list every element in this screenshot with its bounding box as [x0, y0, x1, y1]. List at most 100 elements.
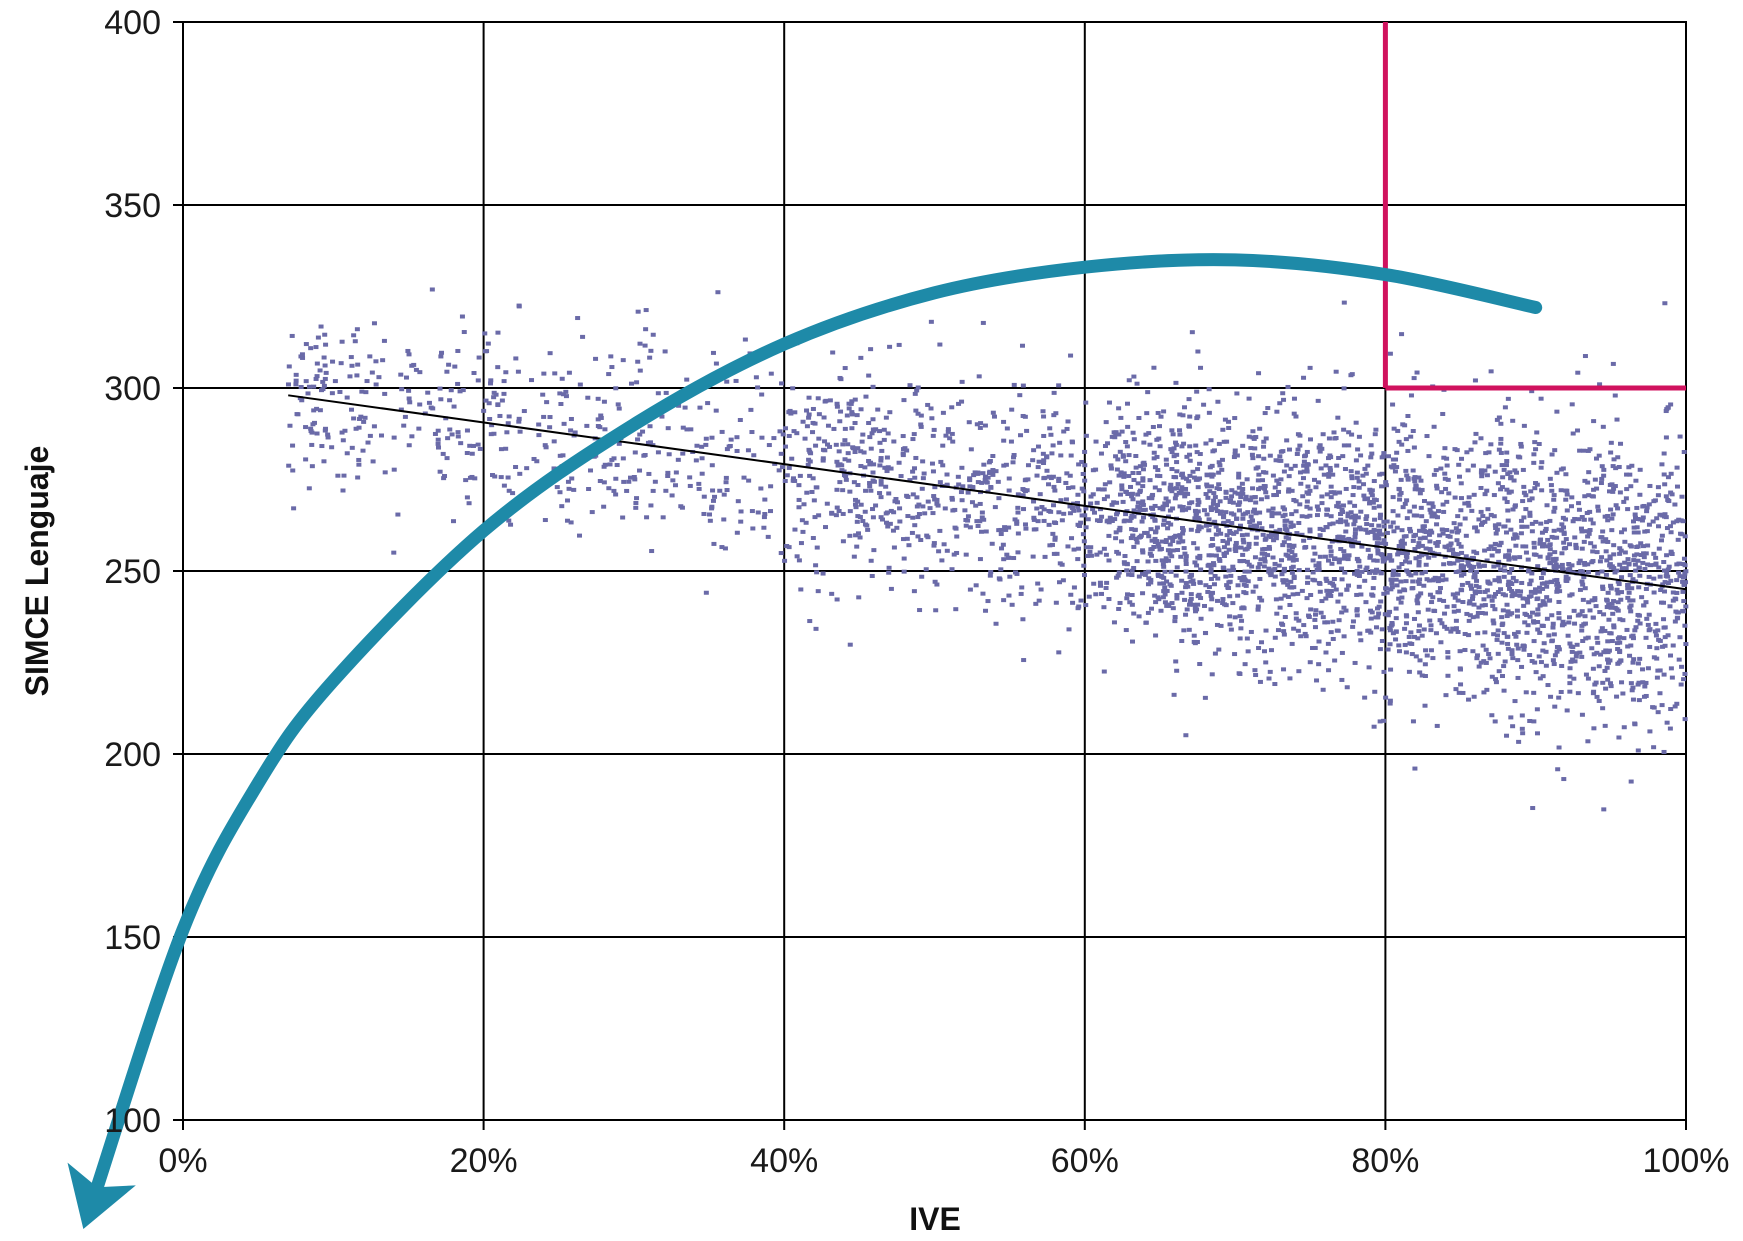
data-point — [1243, 578, 1249, 583]
data-point — [508, 522, 514, 527]
data-point — [1544, 595, 1550, 600]
data-point — [1337, 490, 1343, 495]
data-point — [1635, 558, 1641, 563]
data-point — [1388, 623, 1394, 628]
data-point — [541, 371, 547, 376]
data-point — [1404, 614, 1410, 619]
data-point — [1527, 513, 1533, 518]
data-point — [1346, 430, 1352, 435]
data-point — [1050, 531, 1056, 536]
data-point — [1631, 553, 1637, 558]
data-point — [1619, 566, 1625, 571]
data-point — [1355, 515, 1361, 520]
x-axis-title: IVE — [909, 1201, 961, 1237]
data-point — [1215, 502, 1221, 507]
data-point — [1647, 483, 1653, 488]
data-point — [1312, 625, 1318, 630]
data-point — [1393, 637, 1399, 642]
data-point — [1215, 576, 1221, 581]
data-point — [1103, 585, 1109, 590]
data-point — [1606, 660, 1612, 665]
data-point — [1313, 612, 1319, 617]
data-point — [1451, 561, 1457, 566]
data-point — [1128, 516, 1134, 521]
data-point — [1563, 537, 1569, 542]
data-point — [469, 474, 475, 479]
data-point — [1253, 584, 1259, 589]
y-axis-title: SIMCE Lenguaje — [19, 446, 55, 697]
data-point — [1548, 694, 1554, 699]
data-point — [1291, 585, 1297, 590]
data-point — [1587, 509, 1593, 514]
data-point — [455, 381, 461, 386]
data-point — [1593, 604, 1599, 609]
data-point — [1566, 562, 1572, 567]
data-point — [1510, 575, 1516, 580]
data-point — [370, 459, 376, 464]
data-point — [1070, 505, 1076, 510]
data-point — [1024, 488, 1030, 493]
data-point — [1371, 558, 1377, 563]
data-point — [1440, 531, 1446, 536]
data-point — [1279, 621, 1285, 626]
data-point — [1552, 550, 1558, 555]
data-point — [1333, 369, 1339, 374]
data-point — [1662, 301, 1668, 306]
data-point — [845, 451, 851, 456]
data-point — [1611, 457, 1617, 462]
data-point — [1150, 515, 1156, 520]
data-point — [1549, 638, 1555, 643]
data-point — [1609, 601, 1615, 606]
data-point — [1393, 629, 1399, 634]
data-point — [1672, 502, 1678, 507]
data-point — [1417, 536, 1423, 541]
data-point — [1236, 471, 1242, 476]
data-point — [645, 440, 651, 445]
data-point — [1532, 660, 1538, 665]
data-point — [959, 498, 965, 503]
data-point — [1419, 571, 1425, 576]
data-point — [1615, 636, 1621, 641]
data-point — [1272, 561, 1278, 566]
data-point — [1499, 485, 1505, 490]
data-point — [1312, 551, 1318, 556]
data-point — [1171, 454, 1177, 459]
data-point — [1221, 554, 1227, 559]
data-point — [506, 518, 512, 523]
data-point — [1154, 525, 1160, 530]
data-point — [1663, 435, 1669, 440]
data-point — [1297, 443, 1303, 448]
data-point — [290, 443, 296, 448]
data-point — [1387, 609, 1393, 614]
data-point — [563, 389, 569, 394]
data-point — [859, 439, 865, 444]
data-point — [1505, 396, 1511, 401]
data-point — [1625, 507, 1631, 512]
data-point — [1294, 531, 1300, 536]
data-point — [1113, 432, 1119, 437]
data-point — [1539, 530, 1545, 535]
data-point — [1424, 653, 1430, 658]
data-point — [531, 456, 537, 461]
data-point — [1282, 507, 1288, 512]
data-point — [1578, 569, 1584, 574]
data-point — [322, 428, 328, 433]
data-point — [1130, 639, 1136, 644]
data-point — [1288, 520, 1294, 525]
data-point — [1518, 518, 1524, 523]
data-point — [906, 543, 912, 548]
data-point — [356, 457, 362, 462]
data-point — [1260, 478, 1266, 483]
data-point — [1370, 500, 1376, 505]
data-point — [485, 341, 491, 346]
data-point — [1445, 655, 1451, 660]
data-point — [1338, 517, 1344, 522]
data-point — [1235, 593, 1241, 598]
data-point — [1609, 516, 1615, 521]
data-point — [1313, 608, 1319, 613]
data-point — [1661, 451, 1667, 456]
data-point — [1452, 552, 1458, 557]
data-point — [1435, 509, 1441, 514]
data-point — [1408, 630, 1414, 635]
data-point — [868, 488, 874, 493]
